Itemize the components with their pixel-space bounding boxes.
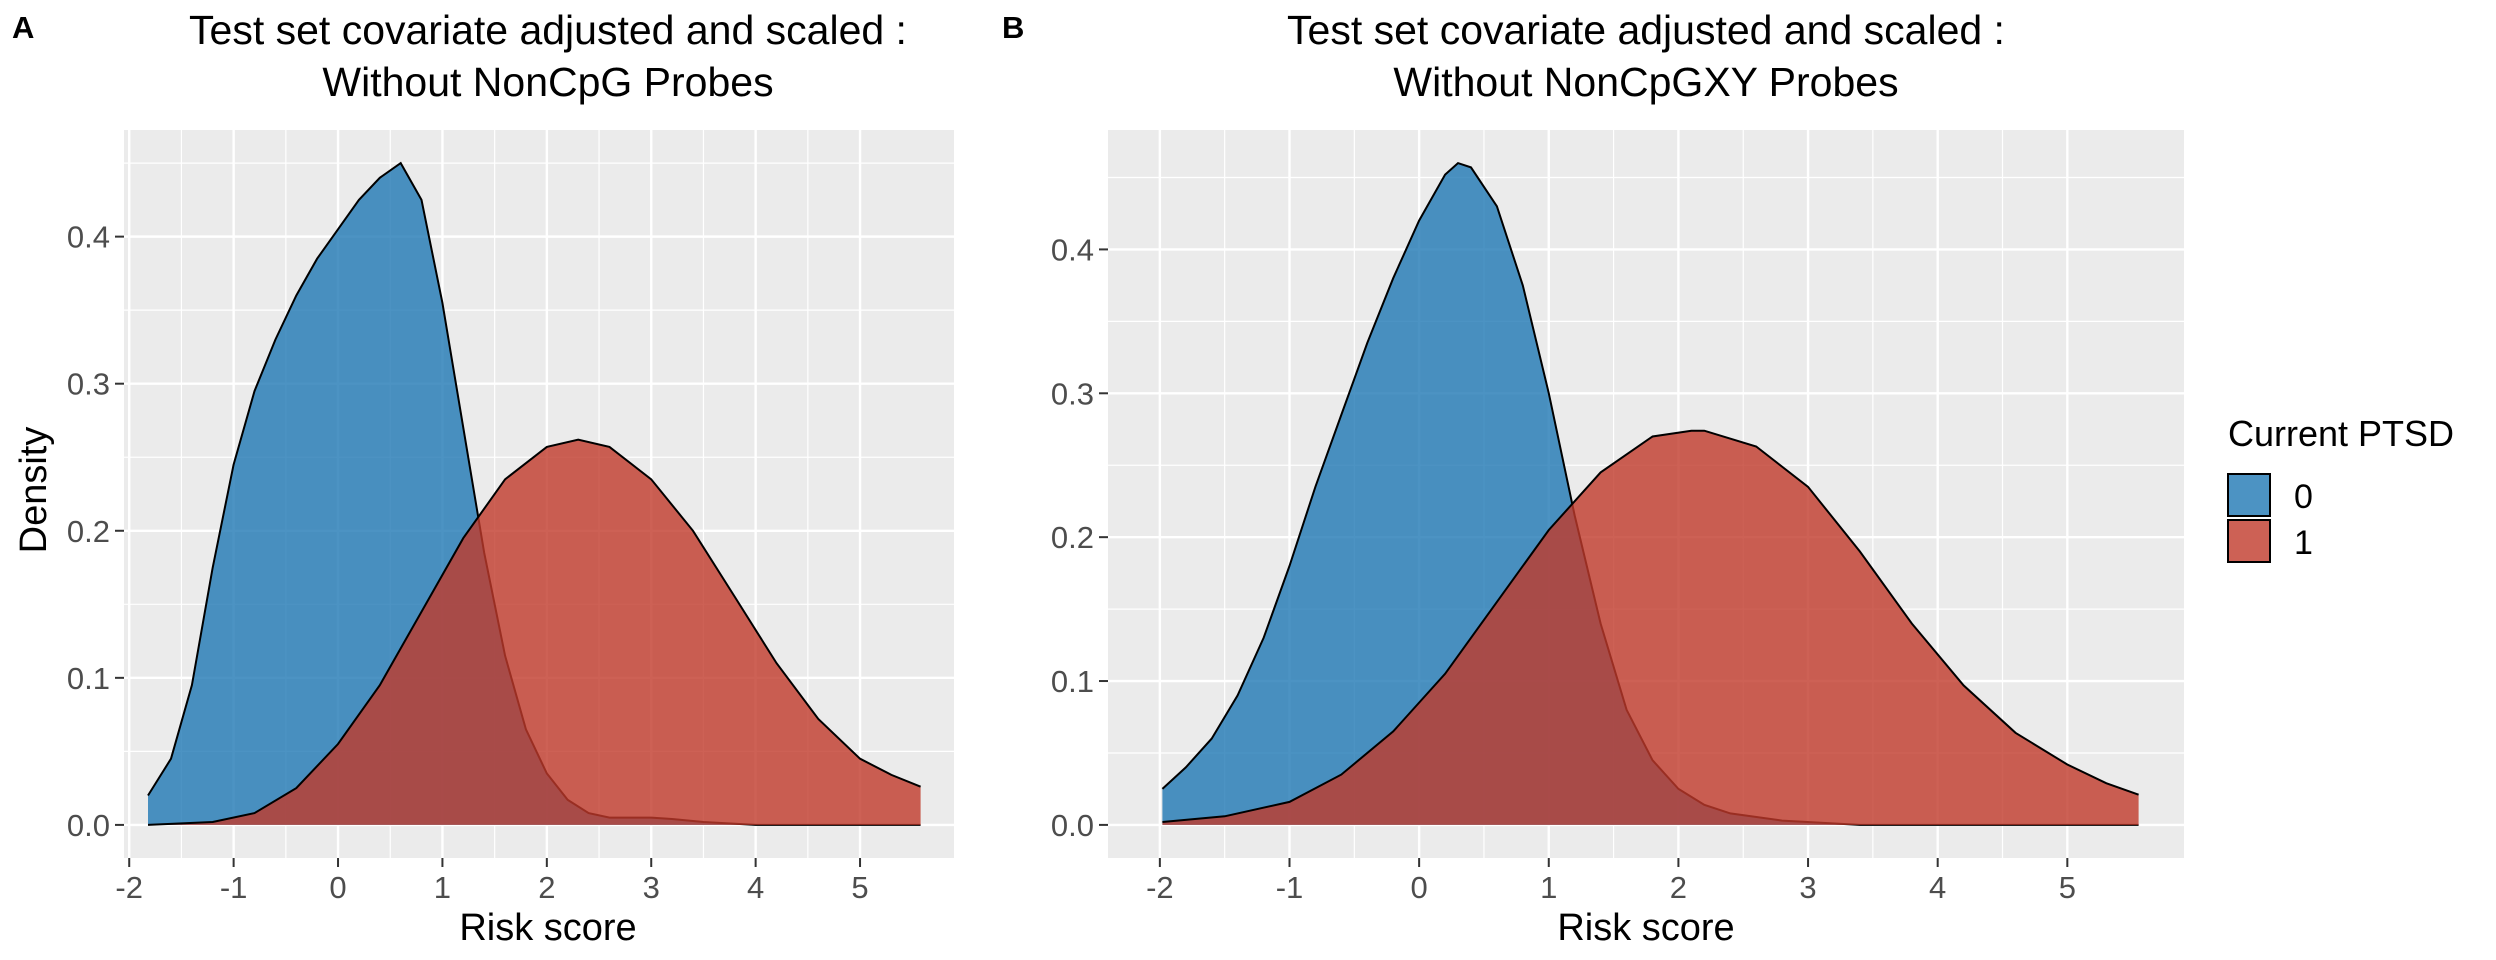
y-tick-label: 0.0 (1051, 808, 1094, 843)
x-tick-label: -1 (220, 870, 248, 905)
y-tick-label: 0.2 (1051, 520, 1094, 555)
panel-b-x-axis-title: Risk score (1557, 907, 1734, 949)
y-tick-label: 0.1 (67, 661, 110, 696)
panel-b-subtitle: Without NonCpGXY Probes (1393, 59, 1898, 105)
panel-b-density-area-1 (1162, 430, 2139, 825)
panel-b-density-line-1 (1162, 429, 2139, 823)
x-tick-label: 1 (434, 870, 451, 905)
panel-a-y-axis-title: Density (13, 427, 55, 554)
panel-a-y-axis: 0.0 0.1 0.2 0.3 0.4 (67, 220, 124, 843)
x-tick-label: -2 (115, 870, 143, 905)
legend-title: Current PTSD (2228, 413, 2454, 454)
panel-a-subtitle: Without NonCpG Probes (322, 59, 773, 105)
x-tick-label: 3 (643, 870, 660, 905)
panel-b-density-areas (1161, 161, 2139, 826)
x-tick-label: 2 (538, 870, 555, 905)
panel-a: A Test set covariate adjusted and scaled… (12, 7, 954, 949)
y-tick-label: 0.0 (67, 808, 110, 843)
panel-b-title: Test set covariate adjusted and scaled : (1287, 7, 2005, 53)
y-tick-label: 0.3 (1051, 376, 1094, 411)
panel-a-x-axis-title: Risk score (459, 907, 636, 949)
panel-b-density-area-0 (1162, 163, 2139, 825)
panel-b-x-axis: -2 -1 0 1 2 3 4 5 (1146, 858, 2076, 905)
panel-a-density-areas (147, 161, 921, 826)
x-tick-label: 0 (329, 870, 346, 905)
panel-b-y-axis: 0.0 0.1 0.2 0.3 0.4 (1051, 232, 1108, 843)
x-tick-label: 5 (2059, 870, 2076, 905)
panel-a-density-line-1 (147, 438, 921, 826)
y-tick-label: 0.1 (1051, 664, 1094, 699)
y-tick-label: 0.3 (67, 367, 110, 402)
panel-a-density-area-0 (148, 163, 921, 825)
y-tick-label: 0.2 (67, 514, 110, 549)
x-tick-label: 0 (1411, 870, 1428, 905)
panel-a-tag: A (12, 10, 34, 45)
x-tick-label: -2 (1146, 870, 1174, 905)
legend-label-1: 1 (2294, 524, 2313, 562)
legend-label-0: 0 (2294, 478, 2313, 516)
legend-key-1 (2227, 519, 2271, 563)
legend: Current PTSD 0 1 (2227, 413, 2454, 563)
x-tick-label: 1 (1540, 870, 1557, 905)
x-tick-label: -1 (1276, 870, 1304, 905)
panel-b: B Test set covariate adjusted and scaled… (1002, 7, 2184, 949)
panel-a-density-area-1 (148, 439, 921, 825)
panel-a-title: Test set covariate adjusted and scaled : (189, 7, 907, 53)
y-tick-label: 0.4 (1051, 232, 1094, 267)
panel-a-x-axis: -2 -1 0 1 2 3 4 5 (115, 858, 869, 905)
x-tick-label: 2 (1670, 870, 1687, 905)
y-tick-label: 0.4 (67, 220, 110, 255)
x-tick-label: 5 (851, 870, 868, 905)
x-tick-label: 3 (1799, 870, 1816, 905)
x-tick-label: 4 (1929, 870, 1946, 905)
panel-b-tag: B (1002, 10, 1024, 45)
x-tick-label: 4 (747, 870, 764, 905)
legend-key-0 (2227, 473, 2271, 517)
